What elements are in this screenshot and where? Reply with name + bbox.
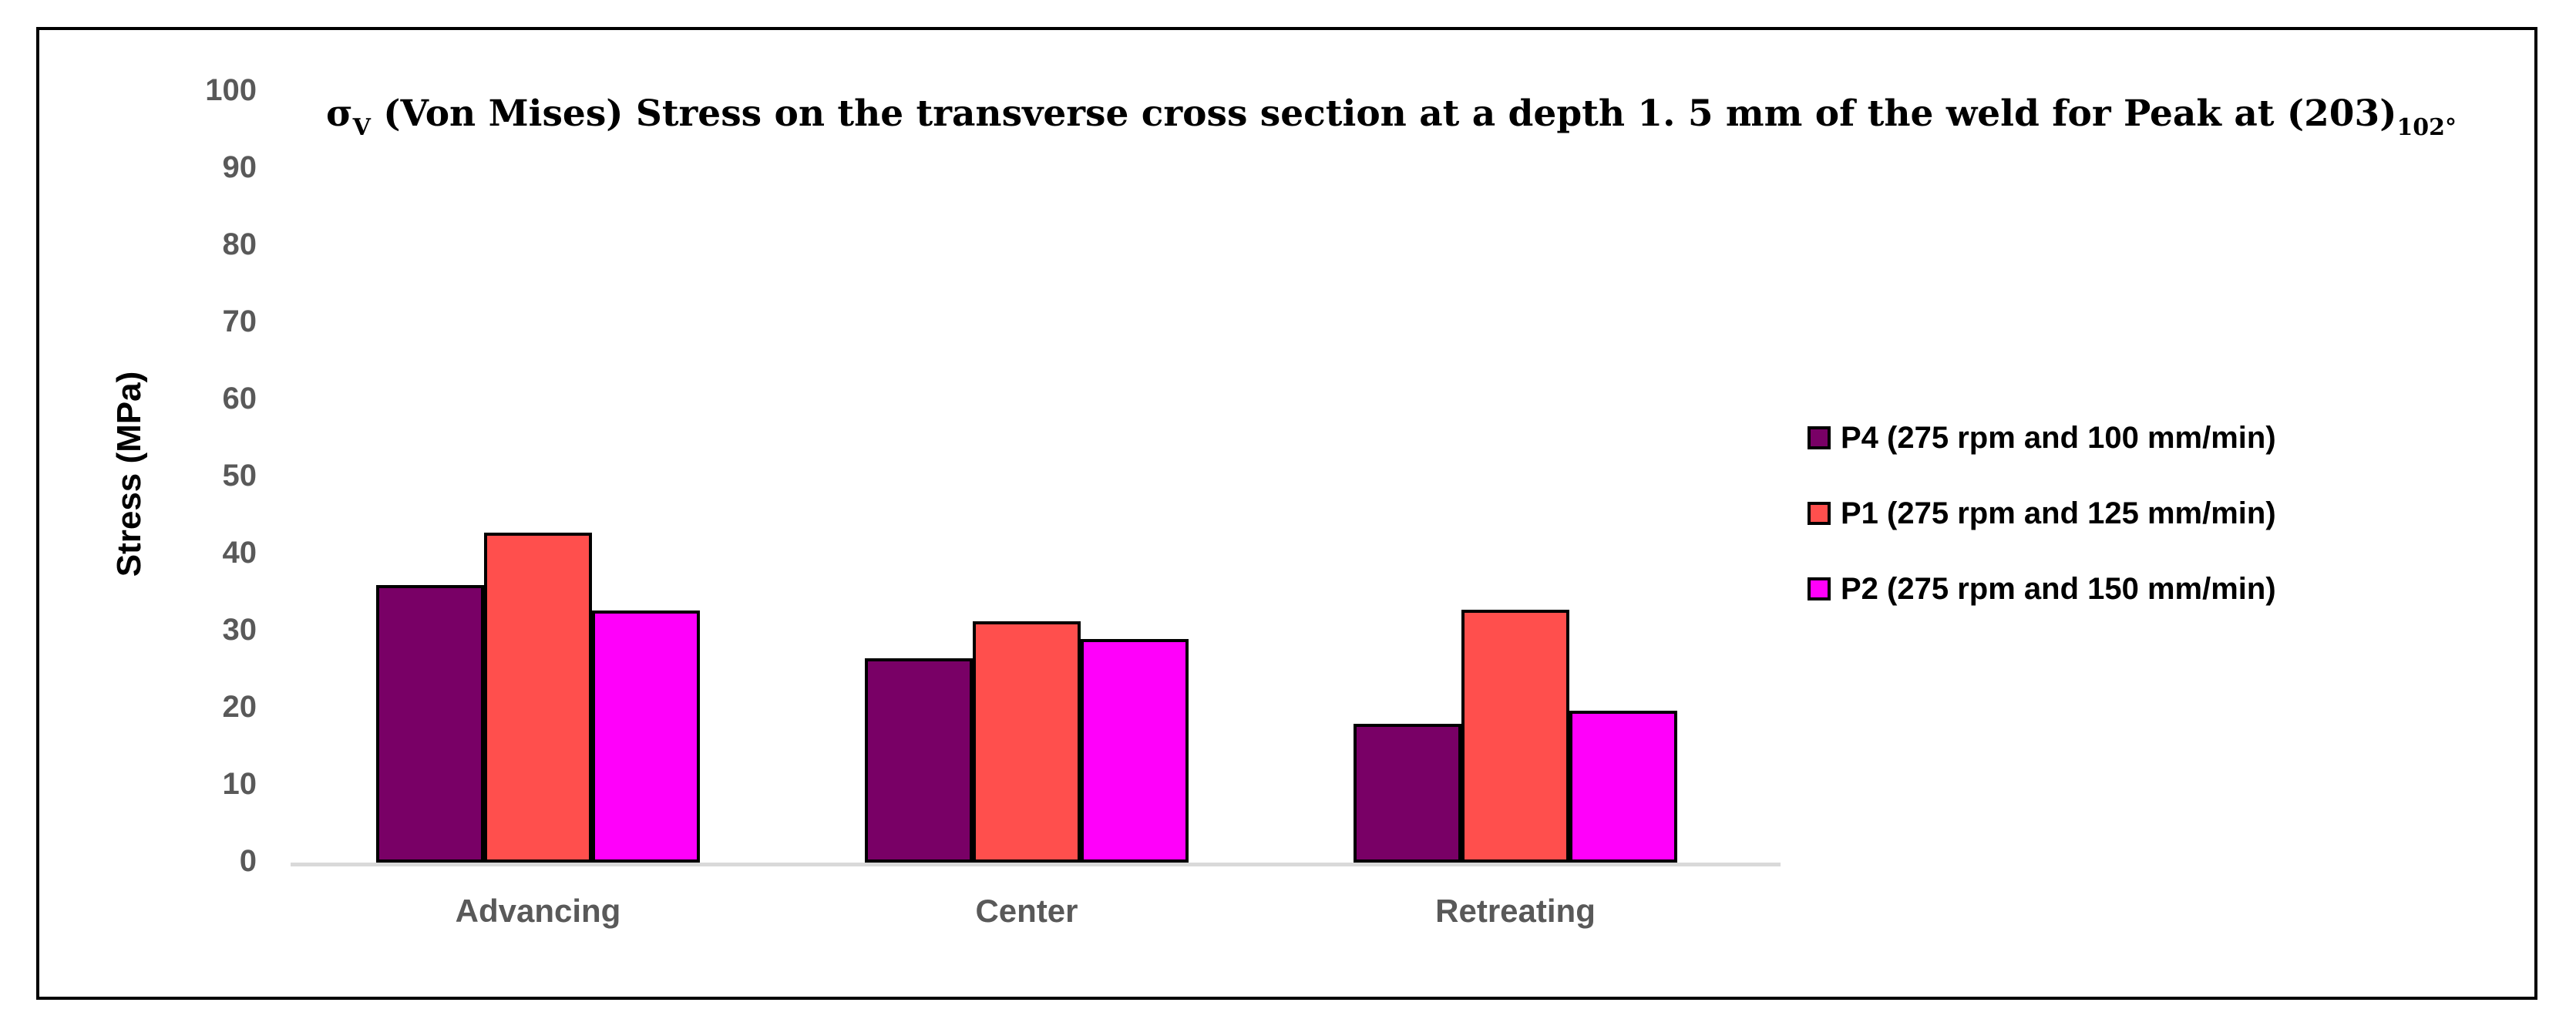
y-tick-label-60: 60	[222, 382, 257, 415]
title-peak-subscript: 102°	[2396, 114, 2457, 141]
y-tick-label-70: 70	[222, 304, 257, 338]
x-category-label-retreating: Retreating	[1435, 893, 1596, 929]
title-sigma-subscript: V	[352, 114, 371, 141]
bar-p1-retreating	[1461, 610, 1569, 863]
legend-marker-icon	[1808, 502, 1831, 525]
legend-marker-icon	[1808, 426, 1831, 449]
bar-p2-center	[1081, 639, 1189, 863]
legend-label: P2 (275 rpm and 150 mm/min)	[1841, 572, 2276, 606]
chart-title: σV (Von Mises) Stress on the transverse …	[326, 91, 2457, 142]
title-sigma: σ	[326, 92, 353, 135]
x-axis-line	[291, 863, 1781, 866]
y-tick-label-80: 80	[222, 227, 257, 261]
legend-item-p1: P1 (275 rpm and 125 mm/min)	[1808, 498, 2276, 529]
y-tick-label-100: 100	[205, 73, 257, 107]
legend-item-p4: P4 (275 rpm and 100 mm/min)	[1808, 422, 2276, 453]
y-tick-label-0: 0	[239, 844, 257, 878]
bar-p4-advancing	[376, 585, 484, 863]
y-tick-label-90: 90	[222, 150, 257, 184]
x-category-label-advancing: Advancing	[455, 893, 621, 929]
y-tick-label-20: 20	[222, 690, 257, 724]
y-tick-label-40: 40	[222, 536, 257, 570]
bar-p4-center	[865, 658, 973, 863]
legend-label: P4 (275 rpm and 100 mm/min)	[1841, 421, 2276, 455]
bar-p2-advancing	[592, 610, 700, 863]
bar-p2-retreating	[1569, 711, 1677, 863]
y-tick-label-10: 10	[222, 767, 257, 801]
title-text: (Von Mises) Stress on the transverse cro…	[370, 92, 2397, 135]
legend-marker-icon	[1808, 577, 1831, 600]
legend-item-p2: P2 (275 rpm and 150 mm/min)	[1808, 574, 2276, 604]
bar-p1-center	[973, 621, 1081, 863]
y-tick-label-30: 30	[222, 613, 257, 647]
x-category-label-center: Center	[975, 893, 1078, 929]
y-tick-label-50: 50	[222, 459, 257, 493]
legend-label: P1 (275 rpm and 125 mm/min)	[1841, 496, 2276, 530]
bar-p4-retreating	[1354, 724, 1461, 863]
bar-p1-advancing	[484, 533, 592, 863]
legend: P4 (275 rpm and 100 mm/min) P1 (275 rpm a…	[1808, 422, 2276, 604]
